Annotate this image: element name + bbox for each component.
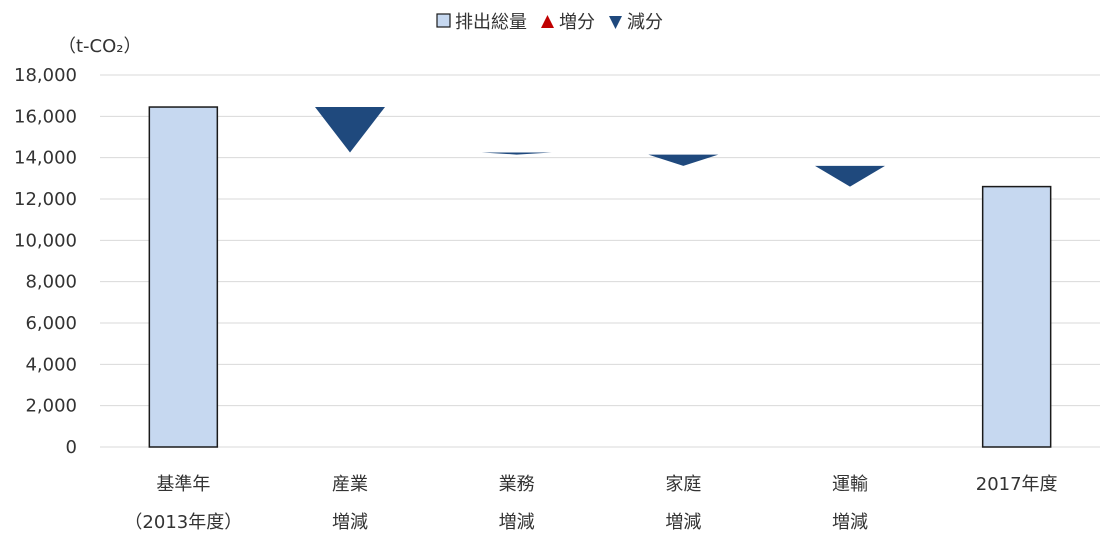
decrease-triangle xyxy=(481,152,552,155)
y-tick-label: 6,000 xyxy=(25,313,77,334)
y-tick-label: 4,000 xyxy=(25,354,77,375)
y-tick-label: 10,000 xyxy=(14,230,77,251)
legend-label: 増分 xyxy=(559,12,595,33)
legend-square-icon xyxy=(436,13,451,28)
x-category-label: 業務 xyxy=(499,474,535,495)
y-tick-label: 12,000 xyxy=(14,189,77,210)
x-category-label: 増減 xyxy=(665,512,701,533)
total-bar xyxy=(148,106,219,448)
x-category-label: 基準年 xyxy=(156,474,210,495)
y-tick-label: 18,000 xyxy=(14,65,77,86)
y-tick-label: 16,000 xyxy=(14,106,77,127)
x-category-label: 産業 xyxy=(332,474,368,495)
decrease-triangle xyxy=(815,165,885,187)
x-category-label: 運輸 xyxy=(832,474,868,495)
unit-label: （t-CO₂） xyxy=(58,36,142,57)
y-tick-label: 0 xyxy=(66,437,77,458)
legend-label: 排出総量 xyxy=(455,12,527,33)
total-bar xyxy=(981,185,1052,448)
y-tick-label: 2,000 xyxy=(25,396,77,417)
legend-down-triangle-icon xyxy=(609,16,622,29)
y-tick-label: 8,000 xyxy=(25,272,77,293)
x-category-label: 増減 xyxy=(832,512,868,533)
bars xyxy=(148,106,1052,448)
legend-label: 減分 xyxy=(627,12,663,33)
x-category-label: （2013年度） xyxy=(124,512,242,533)
x-category-label: 家庭 xyxy=(665,474,701,495)
x-category-label: 増減 xyxy=(499,512,535,533)
decrease-triangle xyxy=(648,154,719,166)
legend: 排出総量 増分 減分 xyxy=(436,12,663,33)
gridlines xyxy=(100,74,1100,448)
x-category-label: 2017年度 xyxy=(976,474,1058,495)
legend-up-triangle-icon xyxy=(541,15,554,28)
decrease-triangle xyxy=(315,107,385,153)
x-category-label: 増減 xyxy=(332,512,368,533)
y-axis: 0 2,000 4,000 6,000 8,000 10,000 12,000 14,000 1… xyxy=(14,65,77,458)
y-tick-label: 14,000 xyxy=(14,148,77,169)
